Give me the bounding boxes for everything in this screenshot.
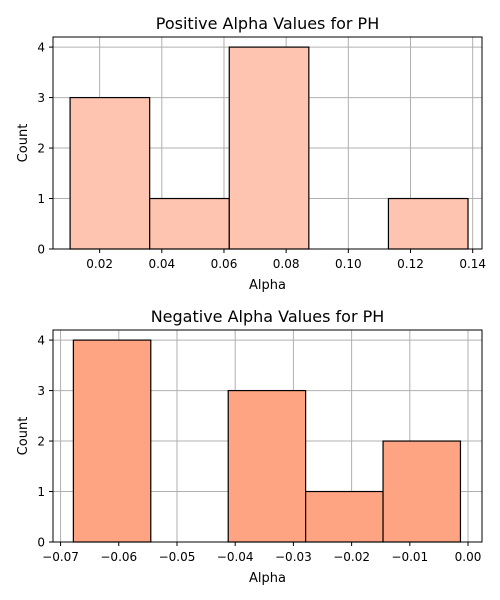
histogram-bar xyxy=(149,197,230,250)
y-axis-label: Count xyxy=(16,417,31,456)
x-tick-label: −0.06 xyxy=(100,550,137,564)
x-tick-label: 0.04 xyxy=(148,257,175,271)
y-axis-label: Count xyxy=(16,124,31,163)
y-tick-label: 1 xyxy=(37,192,45,206)
y-tick-label: 4 xyxy=(37,334,45,348)
x-tick-label: 0.00 xyxy=(455,550,482,564)
histogram-bar xyxy=(387,197,469,250)
chart-title: Negative Alpha Values for PH xyxy=(151,307,385,326)
x-tick-label: −0.04 xyxy=(217,550,254,564)
y-tick-label: 0 xyxy=(37,243,45,257)
x-tick-label: −0.05 xyxy=(159,550,196,564)
histogram-bar xyxy=(228,46,310,250)
chart-title: Positive Alpha Values for PH xyxy=(156,14,379,33)
x-axis-label: Alpha xyxy=(249,278,286,293)
plot-frame xyxy=(52,36,483,250)
y-tick-label: 0 xyxy=(37,536,45,550)
x-tick-label: 0.10 xyxy=(335,257,362,271)
x-tick-label: −0.02 xyxy=(333,550,370,564)
x-tick-label: −0.03 xyxy=(275,550,312,564)
histogram-bar xyxy=(382,440,462,543)
histogram-bar xyxy=(69,96,151,250)
y-tick-label: 1 xyxy=(37,485,45,499)
y-tick-label: 2 xyxy=(37,142,45,156)
x-tick-label: 0.14 xyxy=(459,257,486,271)
plot-frame xyxy=(52,329,483,543)
x-tick-label: −0.01 xyxy=(391,550,428,564)
x-tick-label: 0.06 xyxy=(211,257,238,271)
histogram-bar xyxy=(227,389,307,543)
x-tick-label: 0.08 xyxy=(273,257,300,271)
x-axis-label: Alpha xyxy=(249,571,286,586)
y-tick-label: 3 xyxy=(37,91,45,105)
x-tick-label: 0.02 xyxy=(86,257,113,271)
y-tick-label: 3 xyxy=(37,384,45,398)
x-tick-label: −0.07 xyxy=(42,550,79,564)
chart-negative-alpha: −0.07 −0.06 −0.05 −0.04 −0.03 −0.02 −0.01 0.00 0… xyxy=(16,307,483,586)
y-tick-label: 2 xyxy=(37,435,45,449)
x-tick-label: 0.12 xyxy=(397,257,424,271)
histogram-bar xyxy=(305,490,384,543)
chart-positive-alpha: 0.02 0.04 0.06 0.08 0.10 0.12 0.14 0 1 2 3 4 Positiv… xyxy=(16,14,486,293)
y-tick-label: 4 xyxy=(37,41,45,55)
histogram-bar xyxy=(72,339,152,543)
